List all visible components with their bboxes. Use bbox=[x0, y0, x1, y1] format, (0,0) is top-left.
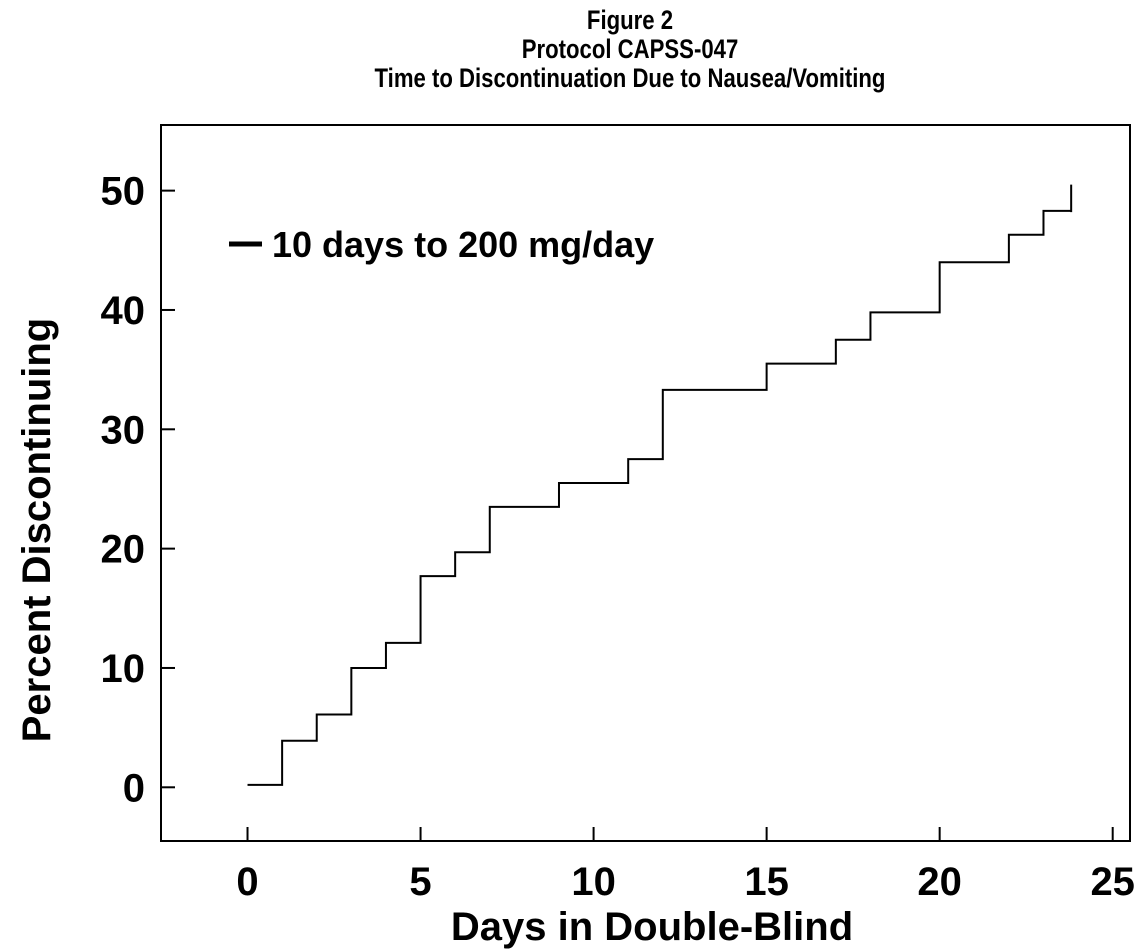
series-group bbox=[247, 184, 1073, 786]
series-step-line bbox=[247, 184, 1073, 786]
y-tick-label: 0 bbox=[123, 766, 145, 810]
y-tick-label: 50 bbox=[101, 170, 146, 214]
chart-subtitle-line-2: Time to Discontinuation Due to Nausea/Vo… bbox=[374, 63, 886, 93]
x-tick-label: 25 bbox=[1090, 860, 1134, 904]
chart-title: Figure 2 bbox=[586, 5, 674, 35]
x-tick-label: 0 bbox=[236, 860, 258, 904]
x-axis-title: Days in Double-Blind bbox=[451, 905, 853, 949]
x-tick-label: 20 bbox=[917, 860, 962, 904]
y-tick-label: 30 bbox=[101, 408, 146, 452]
y-tick-label: 10 bbox=[101, 647, 146, 691]
plot-frame bbox=[160, 124, 1131, 842]
x-tick-label: 10 bbox=[571, 860, 616, 904]
chart-title-block: Figure 2 Protocol CAPSS-047 Time to Disc… bbox=[250, 6, 1010, 93]
y-axis-title: Percent Discontinuing bbox=[15, 318, 59, 743]
y-tick-label: 20 bbox=[101, 528, 146, 572]
x-tick-label: 5 bbox=[409, 860, 431, 904]
x-axis-ticks: 0 5 10 15 20 25 bbox=[236, 827, 1134, 904]
x-tick-label: 15 bbox=[744, 860, 789, 904]
y-tick-label: 40 bbox=[101, 289, 146, 333]
legend-label: 10 days to 200 mg/day bbox=[272, 224, 654, 265]
legend: 10 days to 200 mg/day bbox=[229, 224, 654, 265]
y-axis-ticks: 0 10 20 30 40 50 bbox=[101, 170, 175, 810]
chart-subtitle-line-1: Protocol CAPSS-047 bbox=[521, 34, 739, 64]
